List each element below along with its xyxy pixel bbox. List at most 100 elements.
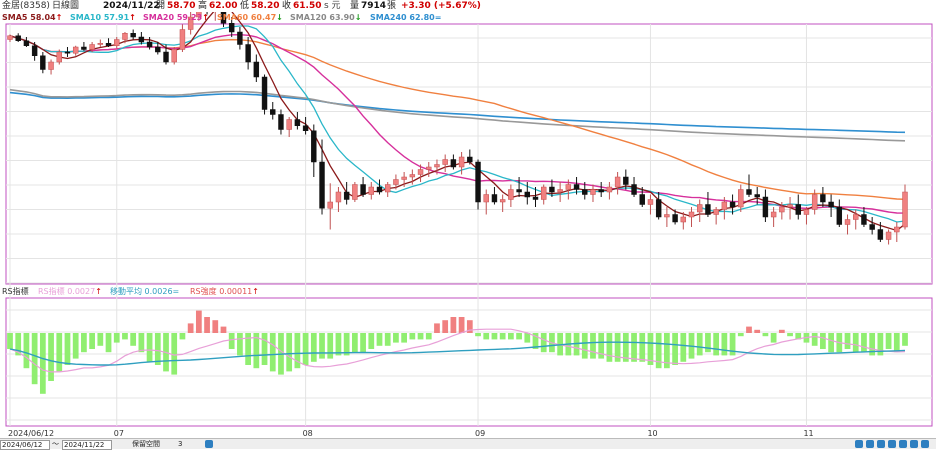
candle-body (655, 199, 662, 218)
rs-bar (187, 323, 194, 333)
keep-space-value[interactable]: 3 (178, 440, 183, 448)
sma60-label: SMA60 (217, 13, 249, 22)
nav-zoom-out-icon[interactable] (877, 440, 885, 448)
rs-bar (146, 333, 153, 362)
sma20-arrow: ↑ (202, 13, 209, 22)
candle-body (163, 51, 169, 63)
nav-settings-icon[interactable] (205, 440, 213, 448)
rs-bar (376, 333, 383, 346)
rs-bar (606, 333, 613, 362)
rs-bar (212, 320, 219, 333)
candle-body (237, 31, 243, 45)
rs-bar (902, 333, 908, 346)
candle-body (483, 194, 489, 203)
candle-body (89, 44, 95, 50)
rs-bar (540, 333, 547, 353)
rs-bar (335, 333, 342, 356)
candle-body (902, 191, 908, 228)
candle-body (844, 219, 851, 225)
rs-bar (138, 333, 145, 353)
candle-body (729, 201, 736, 208)
rs-bar (795, 333, 802, 340)
nav-last-icon[interactable] (910, 440, 918, 448)
x-tick-label: 10 (647, 429, 657, 438)
candle-body (532, 196, 539, 200)
candle-body (228, 23, 235, 33)
rs-bar (869, 333, 876, 356)
candle-body (155, 46, 161, 53)
candle-body (721, 201, 728, 210)
candle-body (278, 114, 284, 130)
nav-prev-icon[interactable] (866, 440, 874, 448)
candle-body (48, 61, 54, 70)
candle-body (614, 176, 621, 188)
rs-bar (458, 317, 465, 333)
candle-body (450, 159, 457, 168)
rs-bar (417, 333, 424, 340)
rs-bar (647, 333, 654, 365)
candle-body (31, 45, 38, 56)
rs-bar (622, 333, 629, 362)
candle-body (72, 46, 79, 54)
rs-bar (746, 326, 752, 333)
sma10-label: SMA10 (70, 13, 102, 22)
nav-refresh-icon[interactable] (921, 440, 929, 448)
candle-body (779, 206, 785, 213)
nav-zoom-in-icon[interactable] (888, 440, 896, 448)
candle-body (754, 194, 760, 198)
stock-name: 金居(8358) (2, 1, 50, 11)
candle-body (582, 189, 588, 195)
rs-bar (737, 333, 744, 337)
candle-body (894, 226, 900, 233)
candle-body (146, 41, 153, 48)
sma120-value: 63.90 (329, 13, 355, 22)
candle-body (639, 194, 645, 205)
rs-bar (228, 333, 235, 349)
rs-bar (844, 333, 851, 349)
rs-bar (466, 320, 473, 333)
rs-bar (237, 333, 243, 356)
rs-bar (39, 333, 46, 394)
volume-value: 7914 (361, 1, 387, 11)
x-tick-label: 09 (475, 429, 485, 438)
top-info-bar: 金居(8358) 日線圖 2024/11/22 開 58.70 高 62.00 … (0, 0, 936, 12)
high-value: 62.00 (209, 1, 238, 11)
candle-body (114, 39, 120, 46)
candle-body (417, 169, 424, 175)
candle-body (828, 201, 834, 208)
indicator-legend: RS指標 RS指標 0.0027↑ 移動平均 0.0026= RS強度 0.00… (0, 286, 936, 298)
candle-body (746, 189, 752, 195)
rs-bar (861, 333, 867, 353)
rs-bar (680, 333, 687, 362)
sma120-line (9, 88, 906, 142)
candle-body (294, 119, 301, 126)
rs-bar (893, 333, 900, 353)
candle-body (327, 201, 333, 209)
rs-bar (327, 333, 334, 359)
rs-bar (261, 333, 268, 365)
close-suffix: s 元 (324, 1, 341, 11)
low-label: 低 (240, 1, 250, 11)
rs-bar (253, 333, 260, 369)
candle-body (261, 76, 268, 110)
candle-body (491, 194, 498, 203)
candle-body (853, 214, 859, 220)
close-value: 61.50 (293, 1, 322, 11)
rs-bar (351, 333, 358, 353)
rs-bar (770, 333, 777, 343)
rs-bar (97, 333, 104, 346)
nav-first-icon[interactable] (855, 440, 863, 448)
rs-ma-legend: 移動平均 0.0026= (110, 286, 179, 298)
candle-body (573, 184, 580, 190)
rs-bar (89, 333, 95, 349)
rs-bar (524, 333, 531, 343)
close-label: 收 (282, 1, 292, 11)
rs-bar (343, 333, 350, 356)
rs-bar (23, 333, 30, 369)
rs-strength-value: 0.00011 (219, 287, 253, 296)
nav-next-icon[interactable] (899, 440, 907, 448)
rs-bar (434, 323, 440, 333)
rs-bar (598, 333, 605, 359)
candle-body (836, 206, 843, 225)
rs-bar (401, 333, 408, 343)
